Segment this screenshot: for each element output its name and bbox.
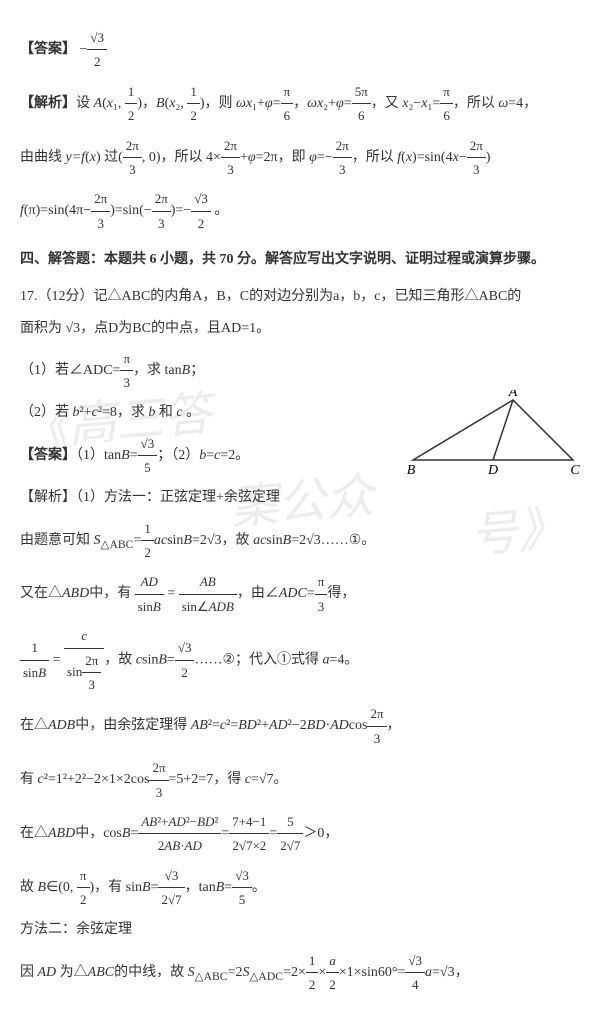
step6: 因 AD 为△ABC的中线，故 S△ABC=2S△ADC=2×12×a2×1×s… [20,949,573,997]
method2-label: 方法二：余弦定理 [20,917,573,942]
q17-answer: 【答案】（1）tanB=√35；（2）b=c=2。 [20,432,573,480]
document-content: 【答案】 −√32 【解析】设 A(x₁, 12)，B(x₂, 12)，则 ωx… [20,26,573,996]
analysis-line3: f(π)=sin(4π−2π3)=sin(−2π3)=−√32 。 [20,187,573,235]
q17-part1: （1）若∠ADC=π3，求 tanB； [20,347,573,395]
step2b: 1sinB = csin2π3，故 csinB=√32……②；代入①式得 a=4… [20,624,573,696]
answer-value: −√32 [80,42,108,57]
analysis-label: 【解析】 [20,96,76,111]
step2a: 又在△ABD中，有 ADsinB = ABsin∠ADB，由∠ADC=π3得， [20,570,573,618]
step1: 由题意可知 S△ABC=12acsinB=2√3，故 acsinB=2√3……①… [20,517,573,565]
step4: 在△ABD中，cosB=AB²+AD²−BD²2AB·AD=7+4−12√7×2… [20,810,573,858]
step3b: 有 c²=1²+2²−2×1×2cos2π3=5+2=7，得 c=√7。 [20,756,573,804]
q17-intro2: 面积为 √3，点D为BC的中点，且AD=1。 [20,316,573,341]
answer-line: 【答案】 −√32 [20,26,573,74]
analysis-line2: 由曲线 y=f(x) 过(2π3, 0)，所以 4×2π3+φ=2π，即 φ=−… [20,134,573,182]
q17-part2: （2）若 b²+c²=8，求 b 和 c 。 [20,400,573,425]
step3a: 在△ADB中，由余弦定理得 AB²=c²=BD²+AD²−2BD·ADcos2π… [20,702,573,750]
q17-answer-label: 【答案】 [20,448,76,463]
analysis-line1: 【解析】设 A(x₁, 12)，B(x₂, 12)，则 ωx₁+φ=π6，ωx₂… [20,80,573,128]
step5: 故 B∈(0, π2)，有 sinB=√32√7，tanB=√35。 [20,864,573,912]
section4-title: 四、解答题：本题共 6 小题，共 70 分。解答应写出文字说明、证明过程或演算步… [20,247,573,272]
method1-label: 【解析】（1）方法一：正弦定理+余弦定理 [20,485,573,510]
q17-intro: 17.（12分）记△ABC的内角A，B，C的对边分别为a，b，c，已知三角形△A… [20,284,573,309]
answer-label: 【答案】 [20,42,76,57]
